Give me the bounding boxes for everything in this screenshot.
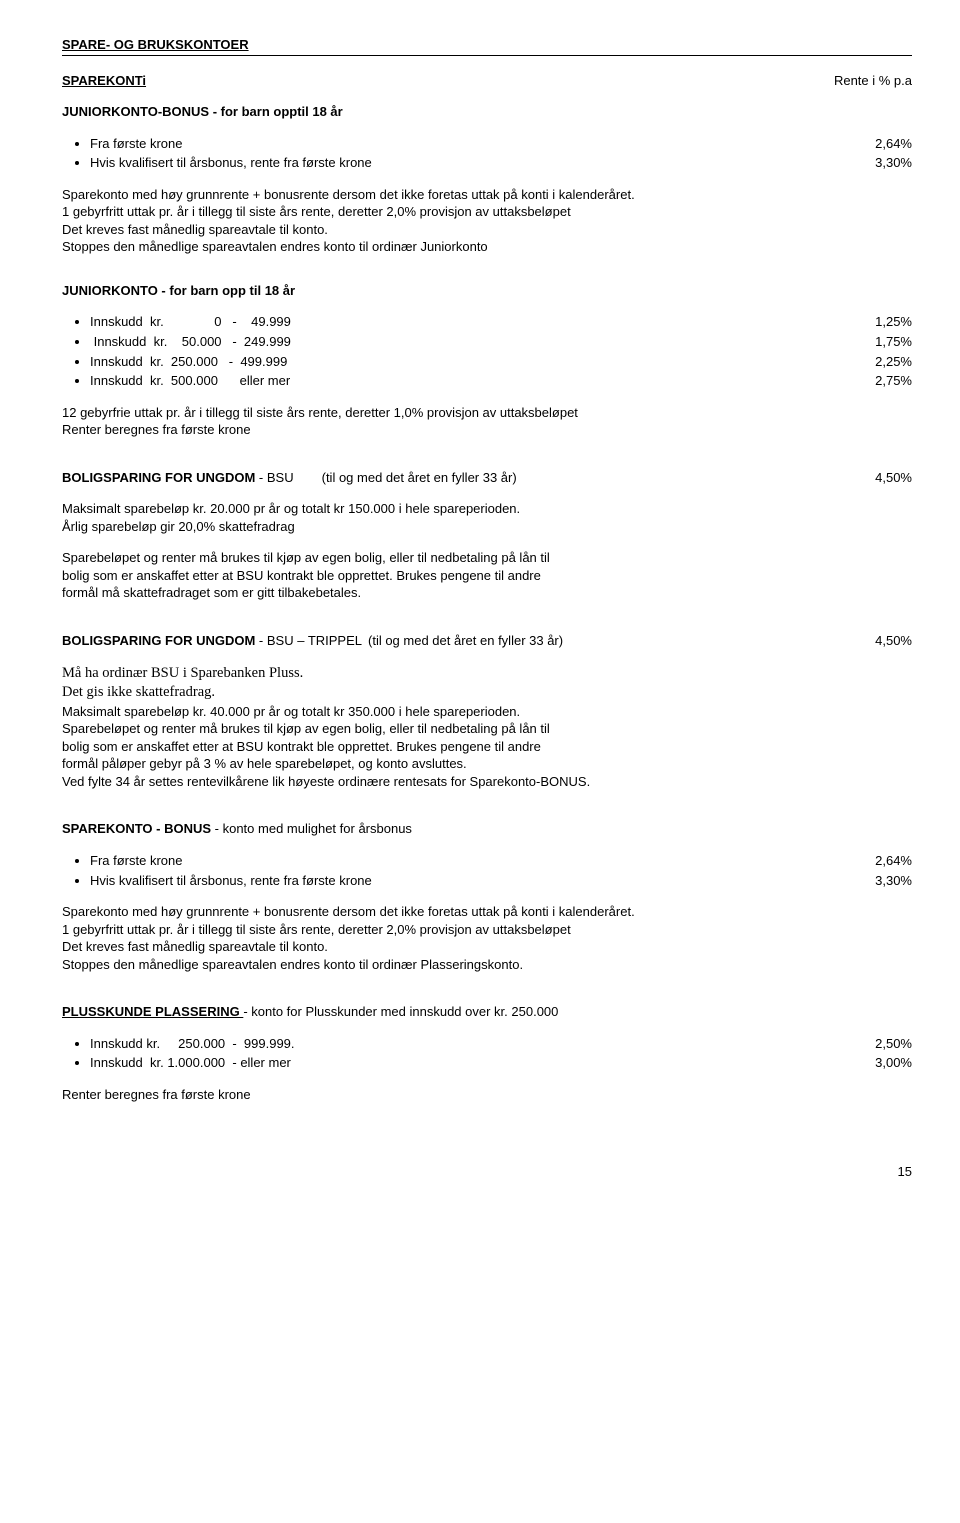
note-line: Det gis ikke skattefradrag.: [62, 683, 912, 703]
juniorkonto-bonus-list: Fra første krone2,64% Hvis kvalifisert t…: [62, 135, 912, 172]
note-line: formål påløper gebyr på 3 % av hele spar…: [62, 755, 912, 773]
bsu-para1: Maksimalt sparebeløp kr. 20.000 pr år og…: [62, 500, 912, 535]
page-title: SPARE- OG BRUKSKONTOER: [62, 36, 912, 56]
list-item: Innskudd kr. 1.000.000 - eller mer3,00%: [90, 1054, 912, 1072]
list-item: Innskudd kr. 500.000 eller mer2,75%: [90, 372, 912, 390]
note-line: Det kreves fast månedlig spareavtale til…: [62, 221, 912, 239]
list-item: Hvis kvalifisert til årsbonus, rente fra…: [90, 154, 912, 172]
item-label: Hvis kvalifisert til årsbonus, rente fra…: [90, 154, 832, 172]
note-line: 12 gebyrfrie uttak pr. år i tillegg til …: [62, 404, 912, 422]
note-line: Maksimalt sparebeløp kr. 20.000 pr år og…: [62, 500, 912, 518]
note-line: Årlig sparebeløp gir 20,0% skattefradrag: [62, 518, 912, 536]
sparekonti-label: SPAREKONTi: [62, 72, 832, 90]
note-line: 1 gebyrfritt uttak pr. år i tillegg til …: [62, 203, 912, 221]
sparekonto-bonus-list: Fra første krone2,64% Hvis kvalifisert t…: [62, 852, 912, 889]
bsu-trippel-suffix: - BSU – TRIPPEL: [255, 633, 362, 648]
item-label: Innskudd kr. 500.000 eller mer: [90, 372, 832, 390]
note-line: Sparebeløpet og renter må brukes til kjø…: [62, 549, 912, 567]
item-value: 2,64%: [832, 852, 912, 870]
bsu-para2: Sparebeløpet og renter må brukes til kjø…: [62, 549, 912, 602]
note-line: Sparekonto med høy grunnrente + bonusren…: [62, 186, 912, 204]
bsu-note: (til og med det året en fyller 33 år): [294, 469, 832, 487]
juniorkonto-bonus-note: Sparekonto med høy grunnrente + bonusren…: [62, 186, 912, 256]
bsu-suffix: - BSU: [255, 470, 293, 485]
note-line: bolig som er anskaffet etter at BSU kont…: [62, 567, 912, 585]
item-value: 2,64%: [832, 135, 912, 153]
note-line: Det kreves fast månedlig spareavtale til…: [62, 938, 912, 956]
juniorkonto-note: 12 gebyrfrie uttak pr. år i tillegg til …: [62, 404, 912, 439]
item-label: Innskudd kr. 0 - 49.999: [90, 313, 832, 331]
item-value: 3,30%: [832, 872, 912, 890]
sparekonto-bonus-bold: SPAREKONTO - BONUS: [62, 821, 215, 836]
plusskunde-rest: - konto for Plusskunder med innskudd ove…: [243, 1004, 558, 1019]
item-value: 2,75%: [832, 372, 912, 390]
sparekonto-bonus-heading: SPAREKONTO - BONUS - konto med mulighet …: [62, 820, 912, 838]
page-title-text: SPARE- OG BRUKSKONTOER: [62, 37, 249, 52]
item-value: 3,00%: [832, 1054, 912, 1072]
sparekonto-bonus-rest: - konto med mulighet for årsbonus: [215, 821, 412, 836]
plusskunde-bold: PLUSSKUNDE PLASSERING: [62, 1004, 243, 1019]
item-label: Hvis kvalifisert til årsbonus, rente fra…: [90, 872, 832, 890]
item-label: Innskudd kr. 50.000 - 249.999: [90, 333, 832, 351]
list-item: Hvis kvalifisert til årsbonus, rente fra…: [90, 872, 912, 890]
rente-label: Rente i % p.a: [832, 72, 912, 90]
bsu-trippel-value: 4,50%: [832, 632, 912, 650]
bsu-value: 4,50%: [832, 469, 912, 487]
note-line: Sparebeløpet og renter må brukes til kjø…: [62, 720, 912, 738]
list-item: Fra første krone2,64%: [90, 852, 912, 870]
note-line: Må ha ordinær BSU i Sparebanken Pluss.: [62, 664, 912, 684]
item-value: 2,25%: [832, 353, 912, 371]
note-line: Maksimalt sparebeløp kr. 40.000 pr år og…: [62, 703, 912, 721]
note-line: 1 gebyrfritt uttak pr. år i tillegg til …: [62, 921, 912, 939]
bsu-trippel-note: (til og med det året en fyller 33 år): [362, 632, 832, 650]
note-line: Renter beregnes fra første krone: [62, 421, 912, 439]
list-item: Innskudd kr. 250.000 - 999.999.2,50%: [90, 1035, 912, 1053]
item-label: Fra første krone: [90, 852, 832, 870]
note-line: bolig som er anskaffet etter at BSU kont…: [62, 738, 912, 756]
bsu-bold: BOLIGSPARING FOR UNGDOM: [62, 470, 255, 485]
item-label: Fra første krone: [90, 135, 832, 153]
bsu-trippel-heading: BOLIGSPARING FOR UNGDOM - BSU – TRIPPEL: [62, 632, 362, 650]
juniorkonto-heading: JUNIORKONTO - for barn opp til 18 år: [62, 282, 912, 300]
list-item: Innskudd kr. 250.000 - 499.9992,25%: [90, 353, 912, 371]
plusskunde-note: Renter beregnes fra første krone: [62, 1086, 912, 1104]
juniorkonto-bonus-heading: JUNIORKONTO-BONUS - for barn opptil 18 å…: [62, 103, 912, 121]
list-item: Fra første krone2,64%: [90, 135, 912, 153]
note-line: Sparekonto med høy grunnrente + bonusren…: [62, 903, 912, 921]
note-line: formål må skattefradraget som er gitt ti…: [62, 584, 912, 602]
note-line: Ved fylte 34 år settes rentevilkårene li…: [62, 773, 912, 791]
item-label: Innskudd kr. 250.000 - 999.999.: [90, 1035, 832, 1053]
bsu-trippel-para: Maksimalt sparebeløp kr. 40.000 pr år og…: [62, 703, 912, 791]
item-value: 1,75%: [832, 333, 912, 351]
bsu-trippel-serif: Må ha ordinær BSU i Sparebanken Pluss. D…: [62, 664, 912, 703]
page-number: 15: [62, 1163, 912, 1181]
sparekonto-bonus-note: Sparekonto med høy grunnrente + bonusren…: [62, 903, 912, 973]
list-item: Innskudd kr. 50.000 - 249.9991,75%: [90, 333, 912, 351]
bsu-heading: BOLIGSPARING FOR UNGDOM - BSU: [62, 469, 294, 487]
juniorkonto-list: Innskudd kr. 0 - 49.9991,25% Innskudd kr…: [62, 313, 912, 389]
item-label: Innskudd kr. 1.000.000 - eller mer: [90, 1054, 832, 1072]
note-line: Stoppes den månedlige spareavtalen endre…: [62, 956, 912, 974]
plusskunde-list: Innskudd kr. 250.000 - 999.999.2,50% Inn…: [62, 1035, 912, 1072]
item-value: 2,50%: [832, 1035, 912, 1053]
item-label: Innskudd kr. 250.000 - 499.999: [90, 353, 832, 371]
bsu-trippel-bold: BOLIGSPARING FOR UNGDOM: [62, 633, 255, 648]
item-value: 1,25%: [832, 313, 912, 331]
note-line: Stoppes den månedlige spareavtalen endre…: [62, 238, 912, 256]
list-item: Innskudd kr. 0 - 49.9991,25%: [90, 313, 912, 331]
item-value: 3,30%: [832, 154, 912, 172]
plusskunde-heading: PLUSSKUNDE PLASSERING - konto for Plussk…: [62, 1003, 912, 1021]
